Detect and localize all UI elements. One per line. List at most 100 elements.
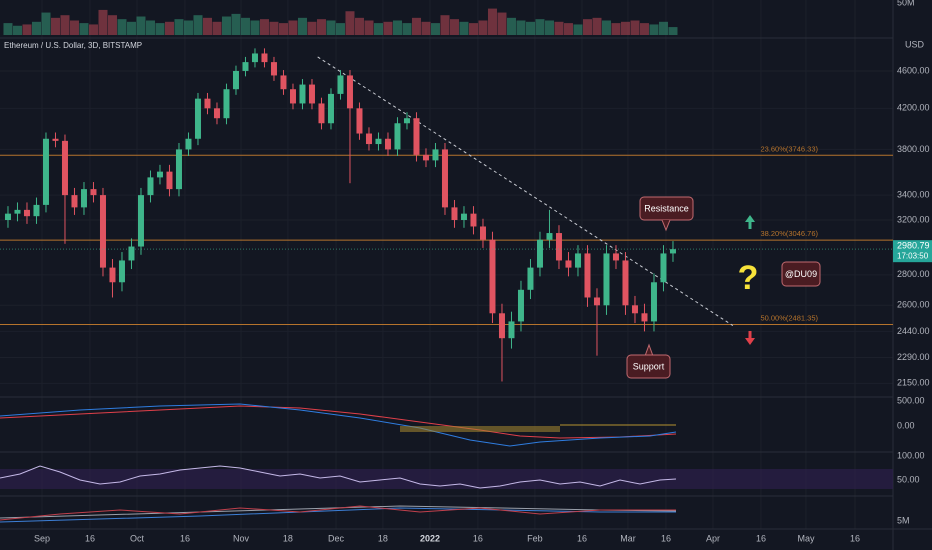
candle-body bbox=[669, 249, 676, 254]
down-arrow bbox=[745, 331, 755, 345]
y-tick-label: 2150.00 bbox=[897, 378, 930, 388]
candle-body bbox=[346, 75, 353, 109]
countdown-label: 17:03:50 bbox=[897, 251, 929, 260]
volume-bar bbox=[60, 15, 70, 35]
volume-bar bbox=[117, 19, 127, 35]
candle-body bbox=[90, 189, 97, 196]
x-tick-label: 16 bbox=[473, 533, 483, 543]
x-tick-label: 16 bbox=[180, 533, 190, 543]
candle-body bbox=[327, 93, 334, 124]
x-tick-label: 16 bbox=[756, 533, 766, 543]
volume-bar bbox=[212, 21, 222, 35]
volume-bar bbox=[544, 20, 554, 35]
volume-bar bbox=[3, 23, 13, 35]
candle-body bbox=[289, 89, 296, 104]
x-tick-label: 16 bbox=[661, 533, 671, 543]
candle-body bbox=[4, 213, 11, 221]
volume-bar bbox=[345, 11, 355, 35]
x-tick-label: Feb bbox=[527, 533, 543, 543]
macd-pane bbox=[0, 403, 677, 447]
x-tick-label: 16 bbox=[577, 533, 587, 543]
candle-body bbox=[308, 84, 315, 104]
candle-body bbox=[451, 207, 458, 221]
volume-bar bbox=[164, 21, 174, 35]
volume-bar bbox=[31, 21, 41, 35]
candle-body bbox=[631, 305, 638, 314]
candle-body bbox=[166, 171, 173, 190]
candle-body bbox=[422, 154, 429, 161]
volume-bar bbox=[50, 17, 60, 35]
volume-bar bbox=[193, 15, 203, 35]
candle-body bbox=[365, 133, 372, 145]
volume-bar bbox=[12, 25, 22, 35]
candle-body bbox=[99, 195, 106, 268]
y-tick-label: 3200.00 bbox=[897, 214, 930, 224]
candle-body bbox=[375, 138, 382, 145]
volume-bar bbox=[383, 21, 393, 35]
candle-body bbox=[508, 321, 515, 339]
candle-body bbox=[109, 267, 116, 283]
volume-bar bbox=[183, 20, 193, 35]
candle-body bbox=[251, 53, 258, 63]
candle-body bbox=[660, 253, 667, 283]
volume-bar bbox=[478, 20, 488, 35]
badge-text: @DU09 bbox=[785, 269, 817, 279]
currency-label: USD bbox=[905, 39, 925, 49]
histogram bbox=[0, 424, 676, 432]
volume-bar bbox=[620, 21, 630, 35]
volume-bar bbox=[497, 12, 507, 35]
volume-bar bbox=[449, 19, 459, 35]
volume-bar bbox=[335, 23, 345, 35]
support-callout: Support bbox=[626, 343, 671, 379]
volume-bar bbox=[174, 19, 184, 35]
candle-body bbox=[71, 195, 78, 208]
candle-body bbox=[527, 267, 534, 290]
candle-body bbox=[261, 53, 268, 63]
volume-bar bbox=[22, 24, 32, 35]
volume-bar bbox=[630, 20, 640, 35]
candle-body bbox=[394, 123, 401, 150]
candle-body bbox=[242, 62, 249, 71]
bottom-pane bbox=[0, 505, 677, 523]
candle-body bbox=[432, 149, 439, 161]
volume-bar bbox=[69, 20, 79, 35]
bottom-tick: 5M bbox=[897, 515, 910, 525]
indicator-line bbox=[0, 505, 676, 521]
x-tick-label: 18 bbox=[283, 533, 293, 543]
up-arrow bbox=[745, 215, 755, 229]
candle-body bbox=[299, 84, 306, 104]
volume-bar bbox=[421, 21, 431, 35]
y-tick-label: 4200.00 bbox=[897, 103, 930, 113]
volume-bar bbox=[658, 21, 668, 35]
symbol-title: Ethereum / U.S. Dollar, 3D, BITSTAMP bbox=[4, 41, 142, 50]
callout-box bbox=[626, 354, 671, 379]
volume-bar bbox=[107, 15, 117, 35]
x-tick-label: 16 bbox=[850, 533, 860, 543]
rsi-tick: 50.00 bbox=[897, 474, 920, 484]
macd-tick: 0.00 bbox=[897, 420, 915, 430]
volume-pane bbox=[3, 8, 678, 36]
volume-bar bbox=[354, 17, 364, 35]
candle-body bbox=[593, 297, 600, 306]
candle-body bbox=[156, 171, 163, 178]
candle-body bbox=[584, 253, 591, 298]
volume-bar bbox=[668, 27, 678, 35]
volume-bar bbox=[611, 23, 621, 35]
callout-text: Support bbox=[633, 361, 665, 371]
candle-body bbox=[232, 70, 239, 90]
candle-body bbox=[318, 103, 325, 124]
volume-bar bbox=[601, 20, 611, 35]
x-tick-label: 18 bbox=[378, 533, 388, 543]
volume-bar bbox=[468, 23, 478, 35]
volume-bar bbox=[326, 20, 336, 35]
volume-bar bbox=[79, 23, 89, 35]
x-tick-label: Apr bbox=[706, 533, 720, 543]
candle-body bbox=[52, 138, 59, 141]
volume-bar bbox=[459, 21, 469, 35]
candle-body bbox=[147, 177, 154, 196]
candle-body bbox=[622, 260, 629, 306]
volume-bar bbox=[136, 16, 146, 35]
candle-body bbox=[498, 313, 505, 339]
callout-pointer bbox=[661, 219, 671, 232]
author-badge: @DU09 bbox=[781, 261, 821, 287]
